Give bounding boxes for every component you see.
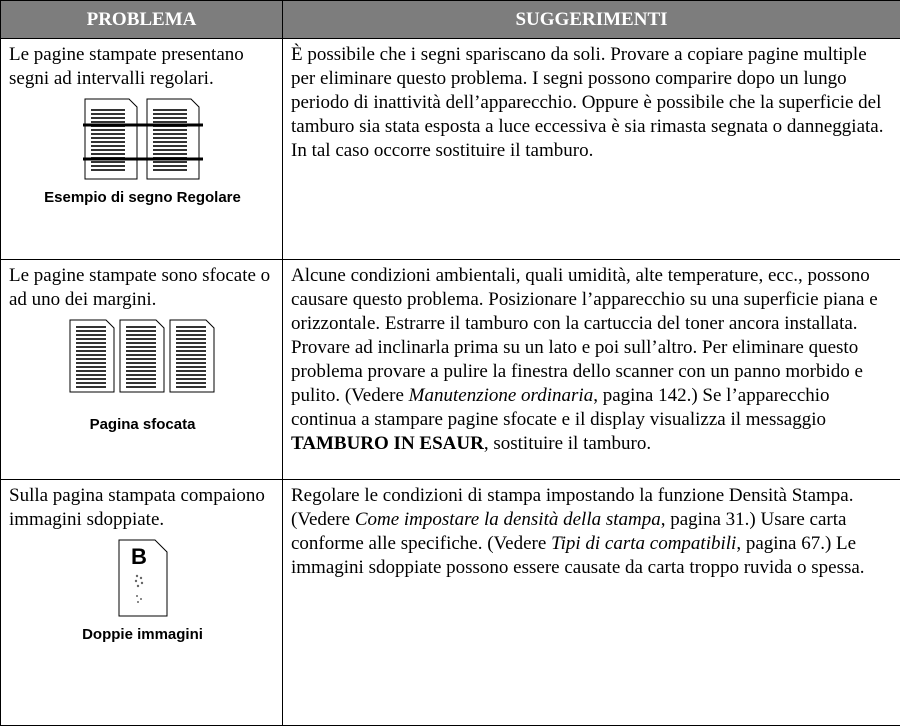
- header-row: PROBLEMA SUGGERIMENTI: [1, 1, 900, 39]
- icon: [83, 97, 203, 181]
- suggestion-cell: Regolare le condizioni di stampa imposta…: [283, 480, 900, 726]
- problem-cell: Sulla pagina stampata compaiono immagini…: [1, 480, 283, 726]
- suggestion-cell: È possibile che i segni spariscano da so…: [283, 39, 900, 260]
- caption: Esempio di segno Regolare: [44, 189, 241, 207]
- problem-text: Le pagine stampate sono sfocate o ad uno…: [9, 264, 276, 312]
- caption: Pagina sfocata: [90, 416, 196, 434]
- suggestion-text: Come impostare la densità della stampa: [355, 509, 661, 530]
- suggestion: Regolare le condizioni di stampa imposta…: [291, 484, 892, 580]
- caption: Doppie immagini: [82, 626, 203, 644]
- problem-cell: Le pagine stampate sono sfocate o ad uno…: [1, 260, 283, 480]
- problem-text: Le pagine stampate presentano segni ad i…: [9, 43, 276, 91]
- suggestion: Alcune condizioni ambientali, quali umid…: [291, 264, 892, 456]
- row: Le pagine stampate presentano segni ad i…: [1, 39, 900, 260]
- header-cell: PROBLEMA: [1, 1, 283, 39]
- suggestion-text: Manutenzione ordinaria: [409, 385, 594, 406]
- suggestion-cell: Alcune condizioni ambientali, quali umid…: [283, 260, 900, 480]
- suggestion-text: È possibile che i segni spariscano da so…: [291, 44, 883, 161]
- icon: [68, 318, 218, 394]
- row: Le pagine stampate sono sfocate o ad uno…: [1, 260, 900, 480]
- problem-cell: Le pagine stampate presentano segni ad i…: [1, 39, 283, 260]
- icon: B: [117, 538, 169, 618]
- suggestion-text: , sostituire il tamburo.: [484, 433, 651, 454]
- row: Sulla pagina stampata compaiono immagini…: [1, 480, 900, 726]
- problem-text: Sulla pagina stampata compaiono immagini…: [9, 484, 276, 532]
- icon-letter: B: [131, 544, 147, 569]
- suggestion: È possibile che i segni spariscano da so…: [291, 43, 892, 163]
- suggestion-text: TAMBURO IN ESAUR: [291, 433, 484, 454]
- suggestion-text: Tipi di carta compatibili: [551, 533, 736, 554]
- header-cell: SUGGERIMENTI: [283, 1, 900, 39]
